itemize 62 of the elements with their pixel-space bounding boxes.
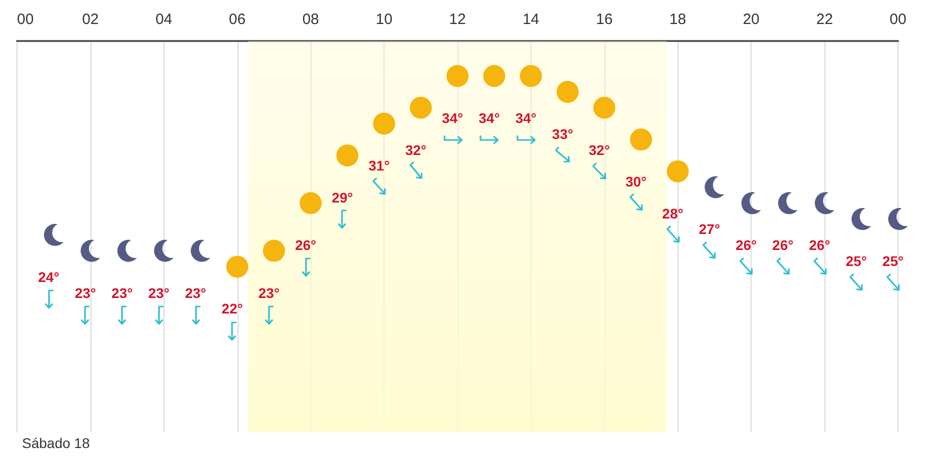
x-tick-label: 00 [17, 11, 34, 28]
x-tick-label: 00 [890, 11, 906, 28]
data-label: 28° [662, 205, 684, 222]
point [446, 64, 468, 87]
point [154, 240, 174, 262]
point [300, 192, 322, 214]
data-label: 25° [882, 253, 904, 270]
data-label: 23° [184, 284, 206, 301]
point [520, 64, 542, 87]
x-tick-label: 12 [449, 11, 466, 28]
data-label: 34° [442, 110, 464, 126]
x-tick-label: 16 [596, 11, 613, 28]
point [190, 240, 210, 262]
data-label: 32° [405, 142, 426, 158]
point [44, 224, 64, 246]
point [226, 256, 248, 278]
point [483, 64, 506, 87]
point [556, 80, 579, 103]
x-tick-label: 04 [155, 11, 172, 28]
x-tick-label: 10 [376, 11, 392, 28]
data-label: 32° [588, 142, 610, 158]
text: Sábado 18 [22, 435, 90, 451]
data-label: 33° [552, 126, 574, 142]
point [117, 240, 137, 262]
data-label: 24° [38, 268, 60, 285]
data-label: 34° [515, 110, 537, 126]
point [373, 112, 396, 135]
x-tick-label: 06 [228, 11, 246, 28]
point [814, 192, 834, 214]
data-label: 23° [74, 284, 96, 301]
point [852, 208, 872, 230]
point [666, 160, 689, 182]
data-label: 23° [112, 284, 133, 301]
x-tick-label: 20 [742, 11, 760, 28]
x-tick-label: 02 [82, 11, 99, 28]
x-tick-label: 14 [522, 11, 540, 28]
x-tick-label: 08 [302, 11, 320, 28]
point [80, 240, 100, 262]
data-label: 23° [258, 284, 280, 301]
point [410, 96, 432, 119]
x-tick-label: 18 [669, 11, 686, 28]
data-label: 29° [332, 189, 353, 206]
data-label: 26° [772, 237, 794, 254]
point [741, 192, 761, 214]
point [778, 192, 798, 214]
data-label: 27° [698, 221, 720, 238]
data-label: 22° [222, 300, 243, 317]
point [262, 240, 285, 262]
data-label: 26° [295, 237, 316, 254]
data-label: 26° [736, 237, 757, 254]
point [888, 208, 908, 230]
data-label: 25° [846, 253, 867, 270]
data-label: 26° [808, 237, 830, 254]
data-label: 34° [478, 110, 500, 126]
data-label: 30° [625, 174, 647, 190]
point [630, 128, 652, 151]
x-tick-label: 22 [816, 11, 833, 28]
data-label: 31° [368, 158, 390, 174]
point [336, 144, 358, 166]
data-label: 23° [148, 284, 170, 301]
point [593, 96, 616, 119]
point [704, 176, 724, 198]
